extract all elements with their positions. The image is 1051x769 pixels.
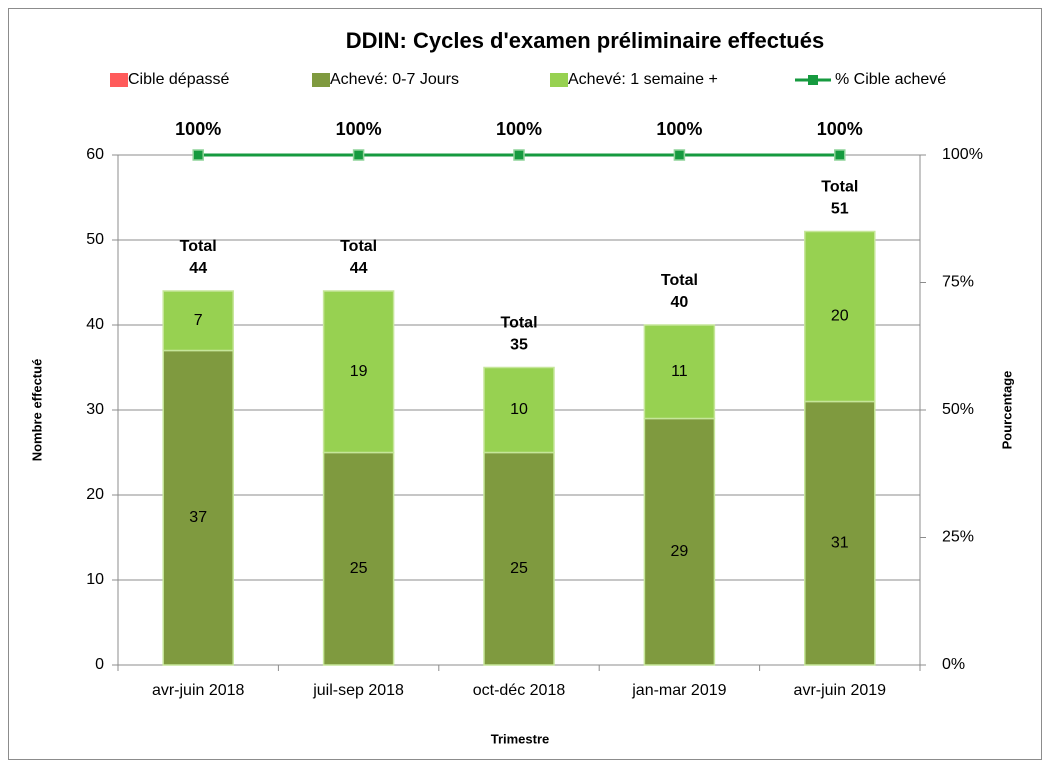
y2-axis-title: Pourcentage — [999, 371, 1014, 450]
total-value: 35 — [510, 337, 528, 354]
y-tick-label: 50 — [86, 231, 104, 248]
bar-value-label: 10 — [510, 401, 528, 418]
y2-tick-label: 0% — [942, 656, 965, 673]
y-tick-label: 40 — [86, 316, 104, 333]
x-tick-label: avr-juin 2018 — [152, 682, 245, 699]
legend-label: % Cible achevé — [835, 71, 946, 88]
y-tick-label: 30 — [86, 401, 104, 418]
bar-segment — [162, 349, 234, 666]
total-label: Total — [821, 179, 858, 196]
legend-swatch — [110, 73, 128, 87]
line-value-label: 100% — [656, 119, 702, 139]
y-axis-title: Nombre effectué — [29, 359, 44, 462]
line-marker — [513, 149, 525, 161]
y-tick-label: 60 — [86, 146, 104, 163]
line-value-label: 100% — [336, 119, 382, 139]
legend-marker — [808, 75, 818, 85]
line-value-label: 100% — [817, 119, 863, 139]
line-marker — [352, 149, 365, 161]
legend-label: Achevé: 1 semaine + — [568, 71, 718, 88]
total-value: 44 — [189, 260, 207, 277]
bar-value-label: 19 — [350, 363, 368, 380]
bar-value-label: 31 — [831, 534, 849, 551]
total-label: Total — [340, 238, 377, 255]
x-tick-label: avr-juin 2019 — [794, 682, 887, 699]
bar-value-label: 20 — [831, 308, 849, 325]
bar-value-label: 25 — [350, 560, 368, 577]
line-marker — [834, 149, 846, 161]
legend-label: Achevé: 0-7 Jours — [330, 71, 459, 88]
bar-segment — [322, 451, 395, 666]
bar-segment — [643, 324, 716, 420]
y2-tick-label: 75% — [942, 274, 974, 291]
total-value: 40 — [671, 294, 689, 311]
line-value-label: 100% — [175, 119, 221, 139]
total-label: Total — [661, 272, 698, 289]
bar-segment — [483, 451, 555, 666]
bar-segment — [804, 230, 876, 403]
y2-tick-label: 100% — [942, 146, 983, 163]
line-value-label: 100% — [496, 119, 542, 139]
x-tick-label: oct-déc 2018 — [473, 682, 566, 699]
y-tick-label: 20 — [86, 486, 104, 503]
line-marker — [673, 149, 686, 161]
legend-swatch — [312, 73, 330, 87]
y-tick-label: 0 — [95, 656, 104, 673]
bar-segment — [483, 366, 555, 454]
bar-value-label: 25 — [510, 560, 528, 577]
y2-tick-label: 50% — [942, 401, 974, 418]
x-tick-label: jan-mar 2019 — [631, 682, 726, 699]
bar-value-label: 7 — [194, 312, 203, 329]
bar-value-label: 29 — [671, 543, 689, 560]
bar-segment — [322, 290, 395, 454]
legend-label: Cible dépassé — [128, 71, 230, 88]
legend-swatch — [550, 73, 568, 87]
y2-tick-label: 25% — [942, 529, 974, 546]
bar-segment — [804, 400, 876, 666]
line-marker — [192, 149, 204, 161]
x-tick-label: juil-sep 2018 — [312, 682, 404, 699]
total-value: 44 — [350, 260, 368, 277]
total-value: 51 — [831, 201, 849, 218]
total-label: Total — [180, 238, 217, 255]
y-tick-label: 10 — [86, 571, 104, 588]
bar-value-label: 11 — [671, 363, 688, 380]
bar-value-label: 37 — [189, 509, 207, 526]
bar-segment — [643, 417, 716, 666]
chart-title: DDIN: Cycles d'examen préliminaire effec… — [346, 28, 824, 53]
x-axis-title: Trimestre — [491, 731, 550, 746]
bar-segment — [162, 290, 234, 352]
total-label: Total — [500, 315, 537, 332]
